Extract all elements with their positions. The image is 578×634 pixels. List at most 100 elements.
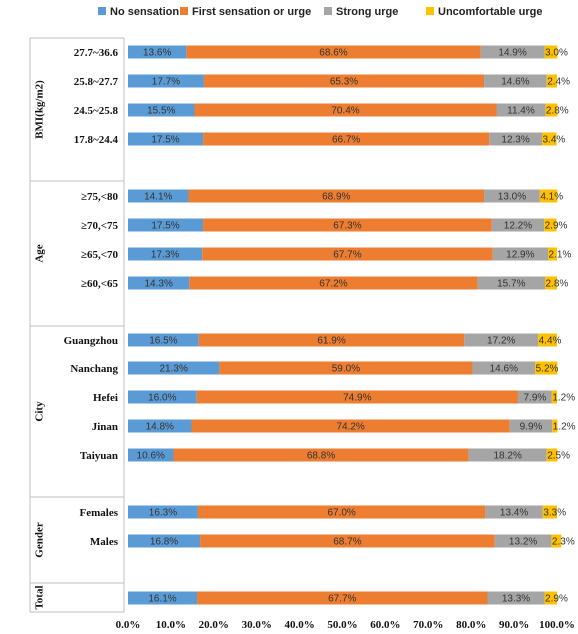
bar-segment [546,74,557,88]
category-label: 24.5~25.8 [74,105,119,117]
category-label: Jinan [92,421,118,433]
bar-segment [202,247,493,261]
bar-segment [489,132,542,146]
data-label: 2.5% [547,451,570,462]
data-label: 9.9% [520,422,543,433]
bar-segment [128,591,198,605]
category-label: Hefei [93,392,118,404]
category-label: 27.7~36.6 [74,47,119,59]
data-label: 3.3% [543,508,566,519]
x-tick-label: 30.0% [242,619,272,631]
bar-segment [472,361,536,375]
bar-segment [544,276,557,290]
x-tick-label: 50.0% [327,619,357,631]
data-label: 16.8% [150,537,178,548]
x-tick-label: 70.0% [413,619,443,631]
data-label: 7.9% [524,393,547,404]
data-label: 13.3% [502,594,530,605]
data-label: 12.2% [504,221,532,232]
data-label: 17.3% [151,250,179,261]
data-label: 15.5% [147,106,175,117]
bar-segment [128,74,204,88]
x-axis-ticks: 0.0% 10.0% 20.0% 30.0% 40.0% 50.0% 60.0% 70.0% 8… [116,619,575,631]
legend-label: Uncomfortable urge [438,6,543,18]
data-label: 16.5% [149,336,177,347]
bar-segment [128,247,203,261]
data-label: 3.4% [542,135,565,146]
category-label: 17.8~24.4 [74,134,119,146]
group-label: BMI(kg/m2) [34,80,46,139]
bar-segment [535,361,558,375]
data-label: 16.1% [148,594,176,605]
data-label: 65.3% [330,77,358,88]
data-label: 4.4% [539,336,562,347]
data-label: 2.8% [545,279,568,290]
bar-segment [198,333,465,347]
data-label: 11.4% [507,106,535,117]
data-label: 2.4% [547,77,570,88]
bar-segment [509,419,553,433]
data-label: 17.5% [151,135,179,146]
bar-segment [552,419,558,433]
data-label: 16.3% [149,508,177,519]
group-label: Total [34,585,46,609]
bar-segment [173,448,469,462]
bar-segment [128,419,192,433]
data-label: 2.8% [546,106,569,117]
bar-segment [128,534,201,548]
bar-segment [539,189,558,203]
legend-swatch [98,7,106,15]
data-label: 1.2% [552,393,575,404]
bar-segment [484,74,547,88]
bar-segment [186,45,481,59]
data-label: 13.2% [509,537,537,548]
bar-segment [189,276,478,290]
bar-segment [544,218,557,232]
bar-segment [219,361,473,375]
bar-segment [545,103,558,117]
data-label: 68.7% [333,537,361,548]
data-label: 68.8% [307,451,335,462]
bar-segment [128,45,187,59]
data-label: 15.7% [497,279,525,290]
data-label: 2.1% [548,250,571,261]
data-label: 12.9% [506,250,534,261]
bar-segment [477,276,545,290]
bar-segment [546,448,558,462]
bar-segment [203,132,490,146]
bar-segment [541,132,557,146]
bar-segment [197,505,486,519]
x-tick-label: 0.0% [116,619,141,631]
group-label: Gender [34,522,46,558]
x-tick-label: 20.0% [199,619,229,631]
data-label: 74.9% [343,393,371,404]
bar-segment [484,189,540,203]
category-label: Nanchang [70,363,118,375]
data-label: 16.0% [148,393,176,404]
bar-segment [128,361,220,375]
bar-segment [191,419,510,433]
data-label: 61.9% [317,336,345,347]
bar-segment [128,505,198,519]
data-label: 14.9% [498,48,526,59]
category-label: ≥60,<65 [81,278,119,290]
data-label: 12.3% [501,135,529,146]
data-label: 2.9% [545,221,568,232]
data-label: 67.7% [328,594,356,605]
data-label: 68.6% [319,48,347,59]
data-label: 13.4% [500,508,528,519]
x-tick-label: 40.0% [284,619,314,631]
data-label: 21.3% [160,364,188,375]
bar-segment [197,591,488,605]
data-label: 17.7% [152,77,180,88]
category-label: Males [90,536,119,548]
data-label: 14.6% [501,77,529,88]
bar-segment [496,103,546,117]
group-label: City [34,401,46,422]
bar-segment [485,505,543,519]
bar-segment [128,103,195,117]
bar-segment [551,390,557,404]
x-tick-label: 100.0% [539,619,575,631]
bars: 13.6% 68.6% 14.9% 3.0% 17.7% 65.3% 14.6% 2.4% 15… [128,45,576,605]
data-label: 13.0% [498,192,526,203]
